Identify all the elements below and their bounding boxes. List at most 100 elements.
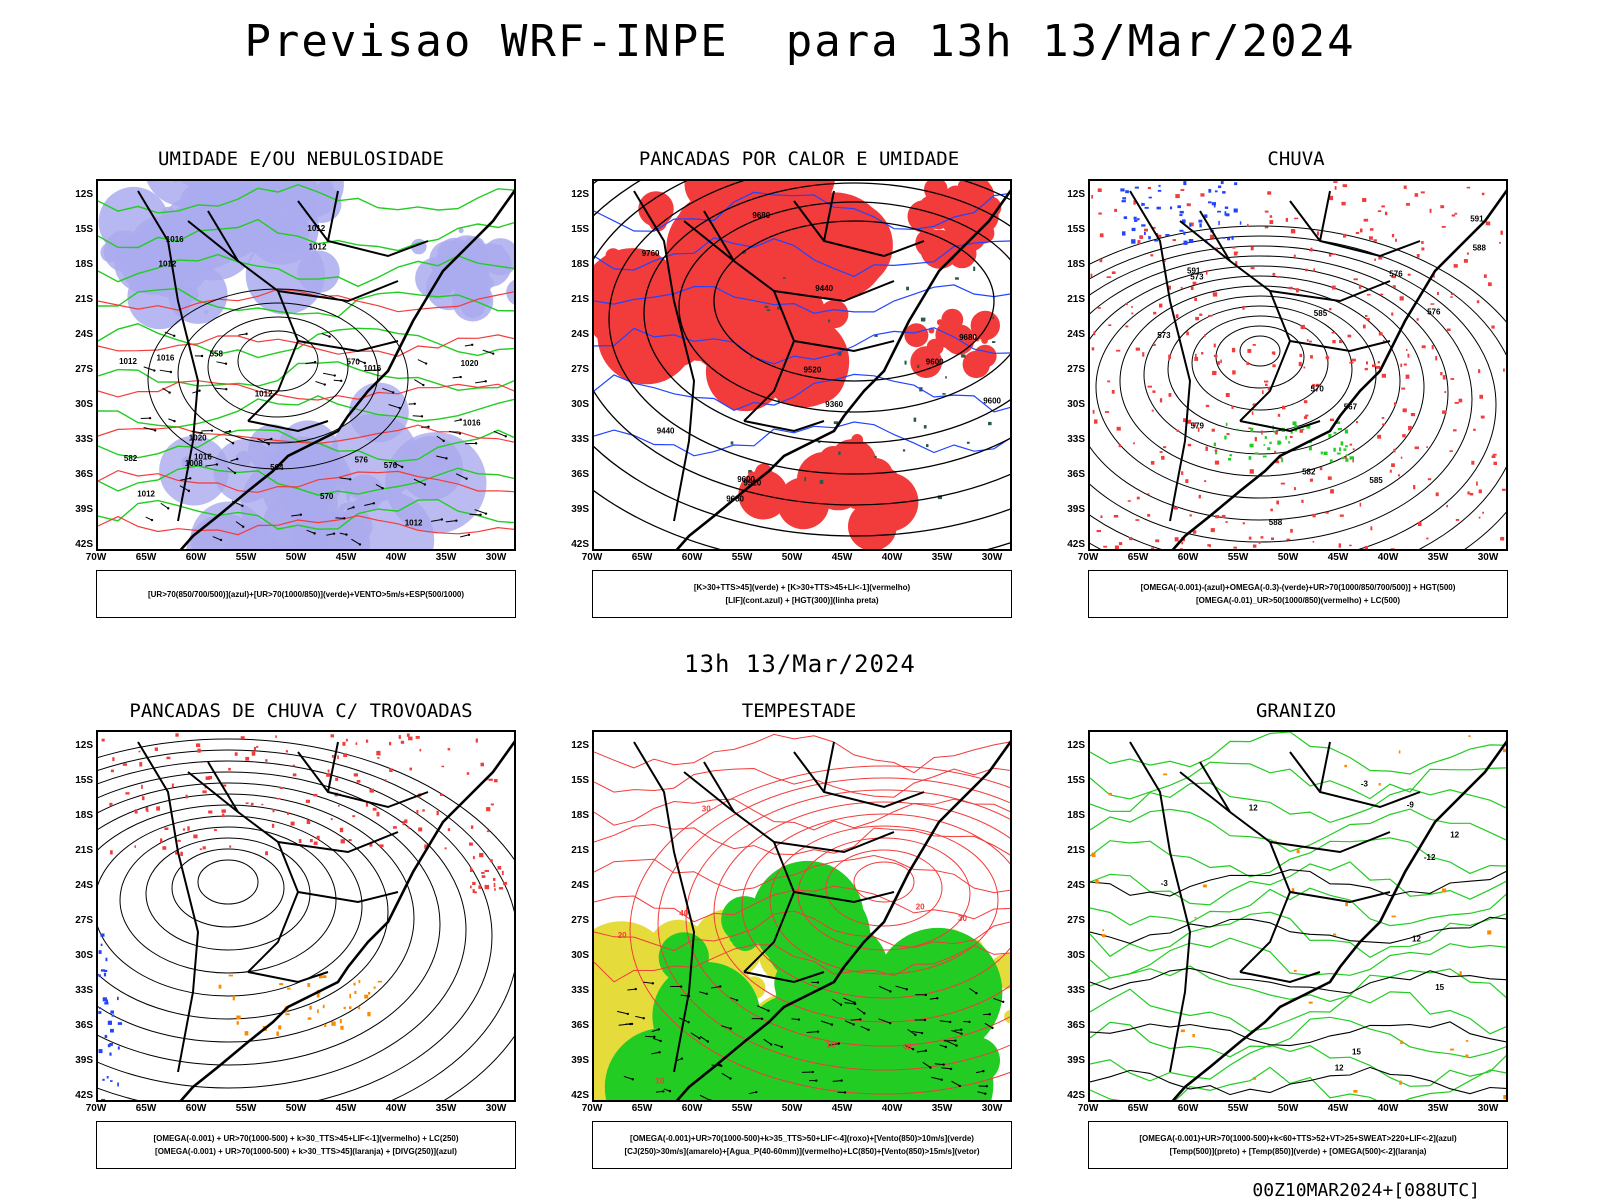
longitude-tick-label: 60W (672, 1103, 712, 1114)
longitude-tick-label: 35W (426, 1103, 466, 1114)
svg-text:20: 20 (618, 931, 627, 940)
latitude-tick-label: 12S (559, 740, 589, 751)
latitude-tick-label: 42S (63, 539, 93, 550)
instability-orange-area (219, 975, 382, 1036)
svg-text:20: 20 (916, 903, 925, 912)
latitude-tick-label: 36S (559, 1020, 589, 1031)
latitude-tick-label: 15S (559, 224, 589, 235)
latitude-tick-label: 30S (63, 399, 93, 410)
latitude-tick-label: 15S (63, 775, 93, 786)
svg-text:573: 573 (1157, 331, 1171, 340)
latitude-tick-label: 36S (1055, 469, 1085, 480)
longitude-tick-label: 70W (572, 1103, 612, 1114)
latitude-tick-label: 42S (559, 539, 589, 550)
longitude-tick-label: 35W (1418, 552, 1458, 563)
longitude-tick-label: 50W (276, 552, 316, 563)
longitude-tick-label: 45W (1318, 1103, 1358, 1114)
svg-text:576: 576 (1389, 270, 1403, 279)
svg-text:582: 582 (124, 454, 138, 463)
longitude-tick-label: 55W (226, 1103, 266, 1114)
latitude-tick-label: 42S (559, 1090, 589, 1101)
svg-text:-9: -9 (1407, 800, 1415, 809)
latitude-tick-label: 33S (1055, 985, 1085, 996)
latitude-tick-label: 33S (63, 434, 93, 445)
legend-line: [LIF](cont.azul) + [HGT(300)](linha pret… (593, 594, 1011, 607)
main-title: Previsao WRF-INPE para 13h 13/Mar/2024 (0, 16, 1600, 67)
latitude-tick-label: 21S (1055, 294, 1085, 305)
latitude-tick-label: 30S (63, 950, 93, 961)
forecast-date-label: 13h 13/Mar/2024 (0, 650, 1600, 678)
longitude-tick-label: 60W (1168, 1103, 1208, 1114)
latitude-tick-label: 36S (63, 1020, 93, 1031)
latitude-tick-label: 42S (63, 1090, 93, 1101)
longitude-tick-label: 70W (76, 1103, 116, 1114)
temp850-contours (1090, 732, 1508, 1102)
legend-box: [OMEGA(-0.001)+UR>70(1000-500)+k>35_TTS>… (592, 1121, 1012, 1169)
longitude-tick-label: 65W (126, 552, 166, 563)
panel-title: UMIDADE E/OU NEBULOSIDADE (51, 148, 551, 170)
legend-line: [UR>70(850/700/500)](azul)+[UR>70(1000/8… (97, 588, 515, 601)
svg-text:1012: 1012 (309, 243, 327, 252)
latitude-tick-label: 33S (559, 985, 589, 996)
svg-text:1012: 1012 (159, 259, 177, 268)
longitude-tick-label: 30W (476, 552, 516, 563)
latitude-tick-label: 24S (559, 329, 589, 340)
legend-line: [OMEGA(-0.001) + UR>70(1000-500) + k>30_… (97, 1132, 515, 1145)
forecast-map (96, 730, 516, 1102)
longitude-tick-label: 65W (1118, 1103, 1158, 1114)
latitude-tick-label: 18S (559, 259, 589, 270)
longitude-tick-label: 70W (1068, 1103, 1108, 1114)
latitude-tick-label: 21S (1055, 845, 1085, 856)
svg-text:588: 588 (1269, 518, 1283, 527)
latitude-tick-label: 15S (63, 224, 93, 235)
svg-text:558: 558 (210, 350, 224, 359)
svg-text:10: 10 (655, 1076, 664, 1085)
legend-line: [OMEGA(-0.001) + UR>70(1000-500) + k>30_… (97, 1145, 515, 1158)
longitude-tick-label: 70W (572, 552, 612, 563)
omega-ur-red-area (1091, 181, 1508, 551)
legend-line: [OMEGA(-0.001)-(azul)+OMEGA(-0.3)-(verde… (1089, 581, 1507, 594)
svg-text:570: 570 (320, 492, 334, 501)
panel-title: PANCADAS DE CHUVA C/ TROVOADAS (51, 700, 551, 722)
longitude-tick-label: 50W (772, 552, 812, 563)
map-canvas (98, 732, 516, 1102)
longitude-tick-label: 40W (376, 1103, 416, 1114)
svg-text:582: 582 (1302, 467, 1316, 476)
longitude-tick-label: 55W (1218, 1103, 1258, 1114)
longitude-tick-label: 45W (1318, 552, 1358, 563)
longitude-tick-label: 65W (126, 1103, 166, 1114)
latitude-tick-label: 27S (1055, 364, 1085, 375)
latitude-tick-label: 24S (1055, 880, 1085, 891)
svg-text:10: 10 (826, 1040, 835, 1049)
latitude-tick-label: 42S (1055, 539, 1085, 550)
legend-line: [K>30+TTS>45](verde) + [K>30+TTS>45+LI<-… (593, 581, 1011, 594)
instability-east-area (470, 853, 507, 893)
svg-text:1012: 1012 (255, 389, 273, 398)
contour-labels: 5885915915855855885825795765735705675735… (1157, 215, 1486, 528)
latitude-tick-label: 24S (559, 880, 589, 891)
svg-text:576: 576 (1427, 308, 1441, 317)
latitude-tick-label: 39S (63, 1055, 93, 1066)
legend-box: [K>30+TTS>45](verde) + [K>30+TTS>45+LI<-… (592, 570, 1012, 618)
svg-text:30: 30 (958, 914, 967, 923)
latitude-tick-label: 24S (1055, 329, 1085, 340)
legend-box: [OMEGA(-0.001) + UR>70(1000-500) + k>30_… (96, 1121, 516, 1169)
svg-text:15: 15 (1435, 983, 1444, 992)
svg-text:570: 570 (1311, 385, 1325, 394)
instability-red-area (102, 733, 498, 856)
longitude-tick-label: 55W (722, 1103, 762, 1114)
svg-text:570: 570 (347, 357, 361, 366)
svg-text:12: 12 (1450, 830, 1459, 839)
svg-text:1020: 1020 (189, 433, 207, 442)
latitude-tick-label: 24S (63, 329, 93, 340)
svg-text:-3: -3 (1161, 879, 1169, 888)
longitude-tick-label: 35W (922, 1103, 962, 1114)
longitude-tick-label: 55W (226, 552, 266, 563)
svg-text:40: 40 (903, 1042, 912, 1051)
longitude-tick-label: 55W (1218, 552, 1258, 563)
longitude-tick-label: 40W (872, 1103, 912, 1114)
